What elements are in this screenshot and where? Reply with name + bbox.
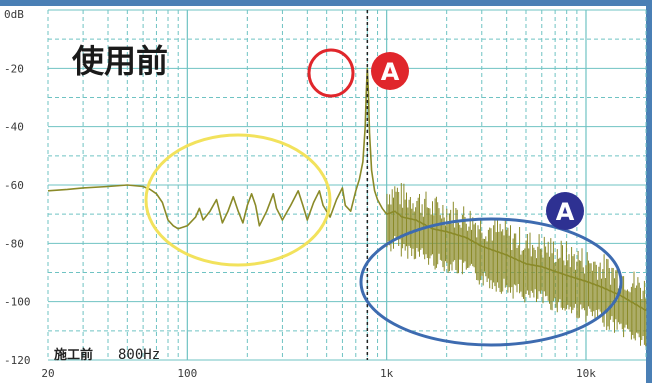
window-frame-top: [0, 0, 652, 6]
badge-red-label: A: [381, 58, 400, 86]
overlay-title: 使用前: [71, 42, 168, 80]
x-tick-label: 1k: [380, 367, 394, 380]
measurement-frequency: 800Hz: [118, 347, 160, 363]
badge-red: A: [371, 52, 409, 90]
x-tick-label: 100: [177, 367, 197, 380]
y-tick-label: -40: [4, 121, 24, 134]
y-tick-label: 0dB: [4, 8, 24, 21]
x-tick-label: 20: [41, 367, 54, 380]
badge-blue-label: A: [556, 198, 575, 226]
y-tick-label: -20: [4, 62, 24, 75]
y-tick-label: -100: [4, 296, 31, 309]
measurement-note: 施工前: [54, 347, 93, 363]
y-tick-label: -80: [4, 237, 24, 250]
x-tick-label: 10k: [576, 367, 596, 380]
badge-blue: A: [546, 192, 584, 230]
y-tick-label: -120: [4, 354, 31, 367]
window-frame-right: [646, 0, 652, 383]
y-tick-label: -60: [4, 179, 24, 192]
